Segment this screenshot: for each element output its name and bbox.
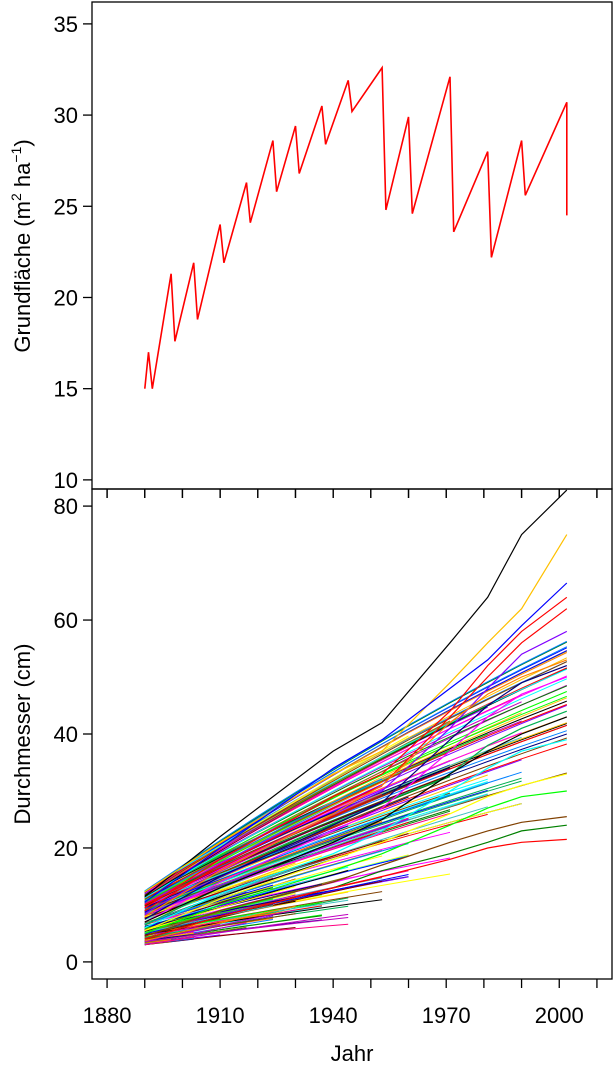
- tree-diameter-line: [144, 780, 522, 911]
- tree-diameter-line: [144, 936, 194, 946]
- tree-diameter-line: [144, 608, 568, 912]
- tree-diameter-line: [144, 668, 568, 892]
- tree-diameter-line: [144, 745, 409, 897]
- y-tick-label: 80: [54, 494, 78, 519]
- bottom-y-axis-title: Durchmesser (cm): [10, 644, 35, 825]
- tree-diameter-line: [144, 917, 349, 943]
- y-tick-label: 30: [54, 103, 78, 128]
- tree-diameter-line: [144, 534, 568, 893]
- tree-diameter-line: [144, 838, 567, 940]
- y-tick-label: 20: [54, 836, 78, 861]
- tree-diameter-line: [144, 659, 568, 917]
- tree-diameter-line: [144, 905, 296, 942]
- y-tick-label: 15: [54, 377, 78, 402]
- y-tick-label: 0: [66, 950, 78, 975]
- tree-diameter-line: [144, 939, 172, 944]
- tree-diameter-line: [144, 909, 296, 942]
- tree-diameter-line: [144, 640, 568, 892]
- tree-diameter-line: [144, 582, 568, 903]
- top-panel-frame: [91, 1, 613, 490]
- tree-diameter-line: [144, 665, 568, 920]
- y-tick-label: 20: [54, 285, 78, 310]
- x-tick-label: 2000: [535, 1003, 584, 1028]
- x-tick-label: 1910: [196, 1003, 245, 1028]
- top-y-axis-title: Grundfläche (m2 ha−1): [8, 139, 35, 352]
- tree-diameter-line: [144, 657, 568, 897]
- tree-diameter-line: [144, 778, 383, 902]
- x-tick-label: 1970: [422, 1003, 471, 1028]
- x-tick-label: 1940: [309, 1003, 358, 1028]
- tree-diameter-line: [144, 773, 567, 932]
- bottom-y-ticks: 0 20 40 60 80: [54, 494, 92, 975]
- tree-diameter-line: [144, 596, 568, 909]
- y-tick-label: 60: [54, 608, 78, 633]
- x-axis-title: Jahr: [331, 1041, 374, 1066]
- top-y-ticks: 10 15 20 25 30 35: [54, 12, 598, 498]
- tree-diameter-line: [144, 790, 567, 934]
- tree-diameter-line: [144, 843, 409, 925]
- top-panel: 10 15 20 25 30 35 Grundfläche (m2 ha−1): [8, 1, 613, 498]
- tree-diameter-line: [144, 886, 296, 932]
- y-tick-label: 35: [54, 12, 78, 37]
- diameter-series: [144, 489, 568, 946]
- basal-area-series: [144, 65, 568, 389]
- basal-area-line: [144, 65, 568, 389]
- x-ticks: 1880 1910 1940 1970 2000: [83, 489, 598, 1028]
- y-tick-label: 10: [54, 468, 78, 493]
- tree-diameter-line: [144, 704, 567, 900]
- y-tick-label: 25: [54, 194, 78, 219]
- tree-diameter-line: [144, 716, 568, 923]
- tree-diameter-line: [144, 739, 567, 929]
- tree-diameter-line: [144, 489, 568, 897]
- tree-diameter-line: [144, 816, 567, 937]
- tree-diameter-line: [144, 676, 568, 923]
- tree-diameter-line: [144, 774, 451, 907]
- y-tick-label: 40: [54, 722, 78, 747]
- tree-diameter-line: [144, 700, 567, 898]
- x-tick-label: 1880: [83, 1003, 132, 1028]
- bottom-panel: 0 20 40 60 80 1880 1910 1940 1970 2000 Durchmess…: [10, 488, 613, 1066]
